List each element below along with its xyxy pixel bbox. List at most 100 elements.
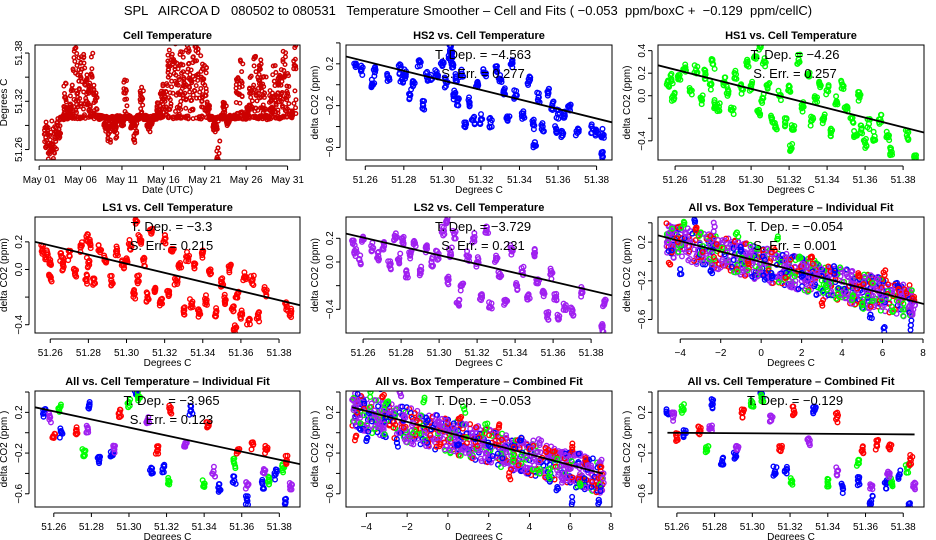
- data-point: [53, 146, 59, 152]
- data-point: [681, 229, 688, 236]
- data-point: [43, 134, 49, 141]
- data-point: [167, 97, 173, 103]
- data-point: [457, 287, 464, 294]
- data-point: [90, 280, 98, 287]
- data-point: [784, 281, 791, 288]
- data-point: [112, 126, 118, 132]
- data-point: [210, 468, 217, 475]
- data-point: [66, 252, 73, 259]
- y-tick-label: −0.4: [14, 314, 25, 334]
- data-point: [88, 54, 94, 60]
- data-point: [272, 63, 278, 69]
- data-point: [226, 264, 233, 272]
- data-point: [663, 220, 670, 227]
- data-point: [796, 253, 803, 260]
- data-point: [732, 71, 740, 78]
- data-point: [46, 414, 54, 421]
- data-point: [141, 254, 148, 261]
- data-point: [204, 423, 212, 430]
- data-point: [473, 81, 481, 88]
- data-point: [195, 8, 199, 12]
- data-point: [144, 113, 150, 119]
- data-point: [735, 238, 742, 245]
- data-point: [411, 238, 418, 246]
- data-point: [244, 482, 251, 489]
- data-point: [263, 445, 270, 453]
- data-point: [82, 65, 88, 71]
- data-point: [103, 259, 110, 266]
- x-tick-label: 51.34: [815, 175, 840, 186]
- data-point: [107, 137, 113, 143]
- data-point: [820, 297, 827, 304]
- x-tick-label: 51.38: [267, 522, 292, 533]
- data-point: [162, 94, 168, 100]
- data-point: [685, 250, 692, 257]
- data-point: [731, 238, 738, 245]
- plot-frame: [34, 390, 301, 508]
- data-point: [375, 397, 382, 404]
- data-point: [257, 66, 263, 72]
- data-point: [666, 261, 674, 268]
- data-point: [817, 265, 824, 272]
- data-point: [279, 465, 287, 472]
- data-point: [841, 285, 848, 292]
- data-point: [72, 116, 78, 122]
- data-point: [198, 76, 204, 82]
- data-point: [674, 73, 681, 80]
- data-point: [264, 478, 272, 485]
- data-point: [387, 258, 394, 265]
- data-point: [110, 445, 118, 453]
- data-point: [166, 47, 172, 53]
- data-point: [881, 271, 888, 279]
- data-point: [183, 96, 189, 102]
- data-point: [445, 276, 452, 283]
- data-point: [881, 324, 888, 331]
- data-point: [451, 230, 458, 237]
- y-axis-label: delta CO2 (ppm): [622, 238, 633, 312]
- data-point: [82, 45, 84, 46]
- data-point: [812, 95, 819, 103]
- data-point: [539, 120, 546, 127]
- data-point: [534, 280, 542, 287]
- data-point: [114, 245, 121, 252]
- data-point: [835, 290, 842, 297]
- data-point: [200, 66, 206, 72]
- x-tick-label: 51.30: [114, 348, 139, 359]
- data-point: [80, 106, 86, 112]
- x-tick-label: 4: [839, 348, 845, 359]
- data-point: [458, 71, 465, 78]
- y-axis-label: Degrees C: [0, 79, 10, 127]
- x-tick-label: 51.36: [546, 175, 571, 186]
- data-point: [774, 236, 781, 243]
- data-point: [843, 266, 850, 273]
- data-point: [237, 57, 243, 63]
- data-point: [45, 156, 51, 160]
- data-point: [78, 59, 84, 65]
- data-point: [249, 98, 255, 104]
- data-point: [168, 104, 174, 110]
- y-tick-label: −0.6: [325, 137, 336, 157]
- data-point: [82, 115, 88, 121]
- data-point: [551, 291, 558, 298]
- data-point: [865, 120, 873, 128]
- data-point: [369, 244, 376, 251]
- data-point: [453, 102, 460, 109]
- data-point: [76, 86, 82, 92]
- x-tick-label: 51.28: [389, 348, 414, 359]
- data-point: [483, 223, 490, 230]
- data-point: [782, 258, 789, 265]
- data-point: [135, 393, 142, 401]
- data-point: [843, 290, 850, 297]
- data-point: [107, 139, 113, 145]
- data-point: [599, 125, 606, 132]
- data-point: [849, 296, 856, 304]
- data-point: [230, 303, 237, 310]
- data-point: [133, 123, 139, 129]
- data-point: [124, 103, 130, 109]
- x-tick-label: 51.36: [229, 522, 254, 533]
- data-point: [446, 47, 454, 54]
- data-point: [145, 414, 152, 421]
- data-point: [568, 308, 576, 315]
- data-point: [823, 86, 831, 94]
- data-point: [61, 104, 67, 110]
